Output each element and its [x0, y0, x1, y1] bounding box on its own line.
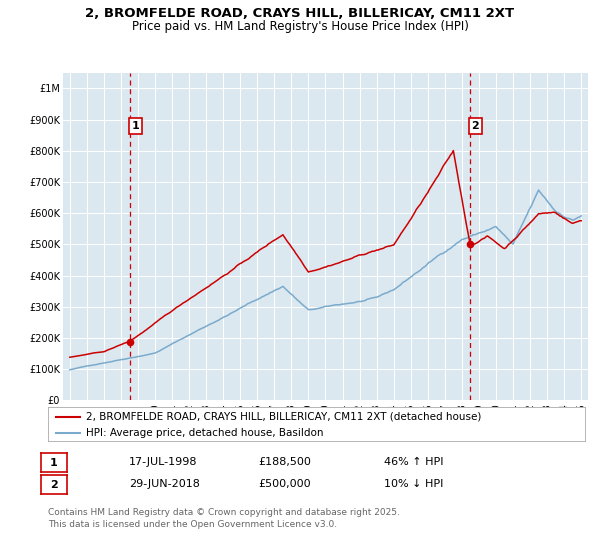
Text: 2: 2 — [472, 121, 479, 131]
Text: £500,000: £500,000 — [258, 479, 311, 489]
Text: 46% ↑ HPI: 46% ↑ HPI — [384, 457, 443, 467]
Text: 29-JUN-2018: 29-JUN-2018 — [129, 479, 200, 489]
Text: 2: 2 — [50, 480, 58, 490]
Text: 1: 1 — [131, 121, 139, 131]
Text: Contains HM Land Registry data © Crown copyright and database right 2025.
This d: Contains HM Land Registry data © Crown c… — [48, 508, 400, 529]
Text: 17-JUL-1998: 17-JUL-1998 — [129, 457, 197, 467]
Text: £188,500: £188,500 — [258, 457, 311, 467]
Text: Price paid vs. HM Land Registry's House Price Index (HPI): Price paid vs. HM Land Registry's House … — [131, 20, 469, 32]
Text: 2, BROMFELDE ROAD, CRAYS HILL, BILLERICAY, CM11 2XT: 2, BROMFELDE ROAD, CRAYS HILL, BILLERICA… — [85, 7, 515, 20]
Text: 2, BROMFELDE ROAD, CRAYS HILL, BILLERICAY, CM11 2XT (detached house): 2, BROMFELDE ROAD, CRAYS HILL, BILLERICA… — [86, 412, 481, 422]
Text: 10% ↓ HPI: 10% ↓ HPI — [384, 479, 443, 489]
Text: 1: 1 — [50, 458, 58, 468]
Text: HPI: Average price, detached house, Basildon: HPI: Average price, detached house, Basi… — [86, 428, 323, 438]
